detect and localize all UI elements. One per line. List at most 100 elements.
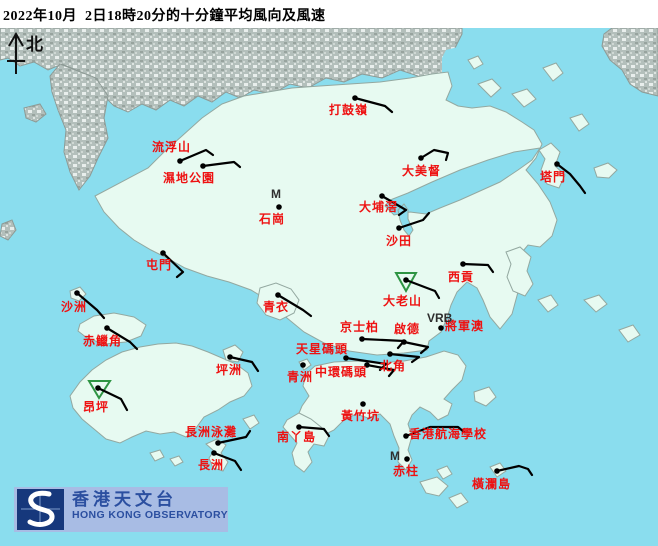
island: [505, 246, 534, 297]
station-dot-tates-cairn: [403, 277, 409, 283]
station-dot-star-ferry: [343, 355, 349, 361]
station-note-shek-kong: M: [271, 187, 281, 201]
station-dot-cheung-chau-beach: [215, 440, 221, 446]
station-dot-tuen-mun: [160, 250, 166, 256]
north-label: 北: [26, 35, 43, 54]
island: [149, 449, 165, 462]
station-dot-green-island: [300, 362, 306, 368]
station-label-ta-kwu-ling: 打鼓嶺: [329, 103, 369, 117]
island: [542, 62, 564, 82]
station-label-north-point: 北角: [380, 359, 407, 373]
hko-logo-mark: [17, 489, 64, 530]
wind-barb-peng-chau: [228, 355, 260, 373]
station-dot-tseung-kwan-o: [438, 325, 444, 331]
station-label-stanley: 赤柱: [393, 464, 420, 478]
station-label-star-ferry: 天星碼頭: [296, 342, 349, 356]
station-label-waglan-island: 橫瀾島: [472, 477, 512, 491]
station-dot-waglan-island: [494, 468, 500, 474]
station-label-lamma-island: 南丫島: [277, 430, 317, 444]
station-label-lau-fau-shan: 流浮山: [152, 140, 192, 154]
island: [511, 88, 537, 108]
station-dot-hk-sea-school: [403, 433, 409, 439]
island: [467, 55, 484, 70]
station-dot-peng-chau: [227, 354, 233, 360]
station-label-wong-chuk-hang: 黃竹坑: [341, 409, 381, 423]
tap-mun-island: [538, 142, 566, 189]
wind-barb-tai-mei-tuk: [419, 148, 450, 162]
wind-barb-north-point: [388, 352, 421, 364]
station-label-tai-po-kau: 大埔滘: [359, 200, 399, 214]
station-dot-lamma-island: [296, 424, 302, 430]
wind-barb-tap-mun: [555, 162, 587, 195]
wind-barb-hk-sea-school: [404, 425, 466, 438]
station-label-cheung-chau: 長洲: [198, 458, 225, 472]
hko-logo-name-en: HONG KONG OBSERVATORY: [72, 509, 228, 521]
wind-barb-waglan-island: [495, 464, 534, 477]
wind-barb-kai-tak: [402, 340, 430, 355]
wind-barb-sai-kung: [461, 262, 495, 274]
station-dot-north-point: [387, 351, 393, 357]
station-dot-sha-tin: [396, 225, 402, 231]
station-note-stanley: M: [390, 449, 400, 463]
island: [436, 465, 453, 480]
station-dot-ta-kwu-ling: [352, 95, 358, 101]
station-label-tseung-kwan-o: 將軍澳: [445, 319, 485, 333]
wind-barb-tuen-mun: [161, 251, 185, 279]
airport-island: [77, 312, 147, 345]
station-label-tai-mei-tuk: 大美督: [402, 164, 442, 178]
hko-logo-texts: 香港天文台 HONG KONG OBSERVATORY: [72, 490, 228, 521]
station-dot-chek-lap-kok: [104, 325, 110, 331]
station-label-tuen-mun: 屯門: [146, 258, 173, 272]
station-dot-kings-park: [359, 336, 365, 342]
station-label-hk-sea-school: 香港航海學校: [409, 427, 488, 441]
hko-swirl-icon: [17, 489, 64, 530]
station-dot-tsing-yi: [275, 292, 281, 298]
island: [583, 294, 608, 313]
island: [593, 162, 618, 179]
wind-barb-cheung-chau: [212, 451, 243, 472]
wind-barb-central-pier: [365, 363, 396, 378]
station-label-ngong-ping: 昂坪: [83, 400, 110, 414]
island: [537, 294, 559, 313]
station-dot-wetland-park: [200, 163, 206, 169]
station-label-sai-kung: 西貢: [448, 270, 475, 284]
wind-barb-sha-chau: [75, 291, 106, 320]
page-title: 2022年10月 2日18時20分的十分鐘平均風向及風速: [3, 9, 326, 24]
station-label-tsing-yi: 青衣: [263, 300, 290, 314]
wind-barb-tsing-yi: [276, 293, 313, 318]
station-label-shek-kong: 石崗: [259, 212, 286, 226]
shenzhen-urban-area: [0, 27, 658, 241]
wind-barb-lamma-island: [297, 425, 331, 438]
station-dot-stanley: [404, 456, 410, 462]
station-dot-ngong-ping: [95, 385, 101, 391]
island: [242, 414, 260, 430]
wind-barb-wetland-park: [201, 160, 242, 169]
station-dot-shek-kong: [276, 204, 282, 210]
wind-barb-ta-kwu-ling: [353, 96, 394, 114]
island: [419, 476, 449, 497]
station-dot-sha-chau: [74, 290, 80, 296]
station-label-sha-tin: 沙田: [386, 234, 413, 248]
station-label-green-island: 青洲: [287, 370, 314, 384]
wind-barb-tates-cairn: [404, 278, 441, 300]
station-dot-kai-tak: [401, 339, 407, 345]
station-layer: [74, 95, 587, 477]
station-dot-tap-mun: [554, 161, 560, 167]
station-dot-tai-po-kau: [379, 193, 385, 199]
station-dot-cheung-chau: [211, 450, 217, 456]
station-dot-tai-mei-tuk: [418, 155, 424, 161]
station-label-chek-lap-kok: 赤鱲角: [83, 334, 123, 348]
island: [618, 324, 641, 343]
station-label-kings-park: 京士柏: [340, 320, 380, 334]
island: [473, 386, 497, 407]
wind-barb-cheung-chau-beach: [216, 429, 252, 445]
north-arrow-icon: [7, 32, 25, 74]
station-label-tap-mun: 塔門: [540, 170, 567, 184]
wind-barb-chek-lap-kok: [105, 326, 139, 351]
station-label-peng-chau: 坪洲: [216, 363, 243, 377]
station-dot-sai-kung: [460, 261, 466, 267]
north-indicator: 北: [6, 30, 66, 80]
wind-barb-ngong-ping: [96, 386, 129, 412]
